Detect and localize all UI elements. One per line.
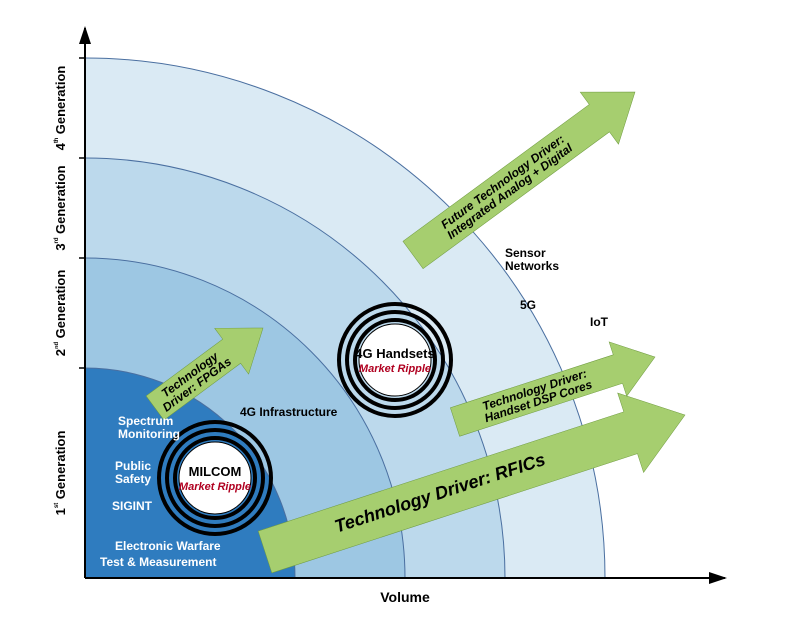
- arrow-future-label: Integrated Analog + Digital: [444, 140, 575, 242]
- svg-text:2ⁿᵈ Generation: 2ⁿᵈ Generation: [52, 270, 68, 357]
- ripple-4g-handsets-subtitle: Market Ripple: [359, 363, 431, 375]
- band-label: IoT: [590, 315, 609, 329]
- band-label: SensorNetworks: [505, 246, 559, 273]
- generation-label: 4ᵗʰ Generation: [52, 66, 68, 151]
- x-axis-label: Volume: [380, 589, 430, 605]
- band-label: SpectrumMonitoring: [118, 414, 180, 441]
- svg-text:4ᵗʰ Generation: 4ᵗʰ Generation: [52, 66, 68, 151]
- band-label: Electronic Warfare: [115, 539, 221, 553]
- svg-text:3ʳᵈ Generation: 3ʳᵈ Generation: [52, 165, 68, 250]
- band-label: 4G Infrastructure: [240, 405, 338, 419]
- generation-label: 2ⁿᵈ Generation: [52, 270, 68, 357]
- generation-label: 3ʳᵈ Generation: [52, 165, 68, 250]
- ripple-4g-handsets: 4G Handsets Market Ripple: [339, 304, 451, 416]
- generation-label: 1ˢᵗ Generation: [52, 431, 68, 516]
- ripple-milcom-title: MILCOM: [189, 464, 242, 479]
- band-label: SIGINT: [112, 499, 153, 513]
- arrow-future-label: Future Technology Driver:: [438, 132, 567, 232]
- band-label: PublicSafety: [115, 459, 151, 486]
- band-label: Test & Measurement: [100, 555, 216, 569]
- ripple-4g-handsets-title: 4G Handsets: [355, 346, 434, 361]
- ripple-milcom-subtitle: Market Ripple: [179, 481, 251, 493]
- svg-text:1ˢᵗ Generation: 1ˢᵗ Generation: [52, 431, 68, 516]
- generation-volume-diagram: Technology Driver: RFICsTechnology Drive…: [0, 0, 797, 643]
- band-label: 5G: [520, 298, 536, 312]
